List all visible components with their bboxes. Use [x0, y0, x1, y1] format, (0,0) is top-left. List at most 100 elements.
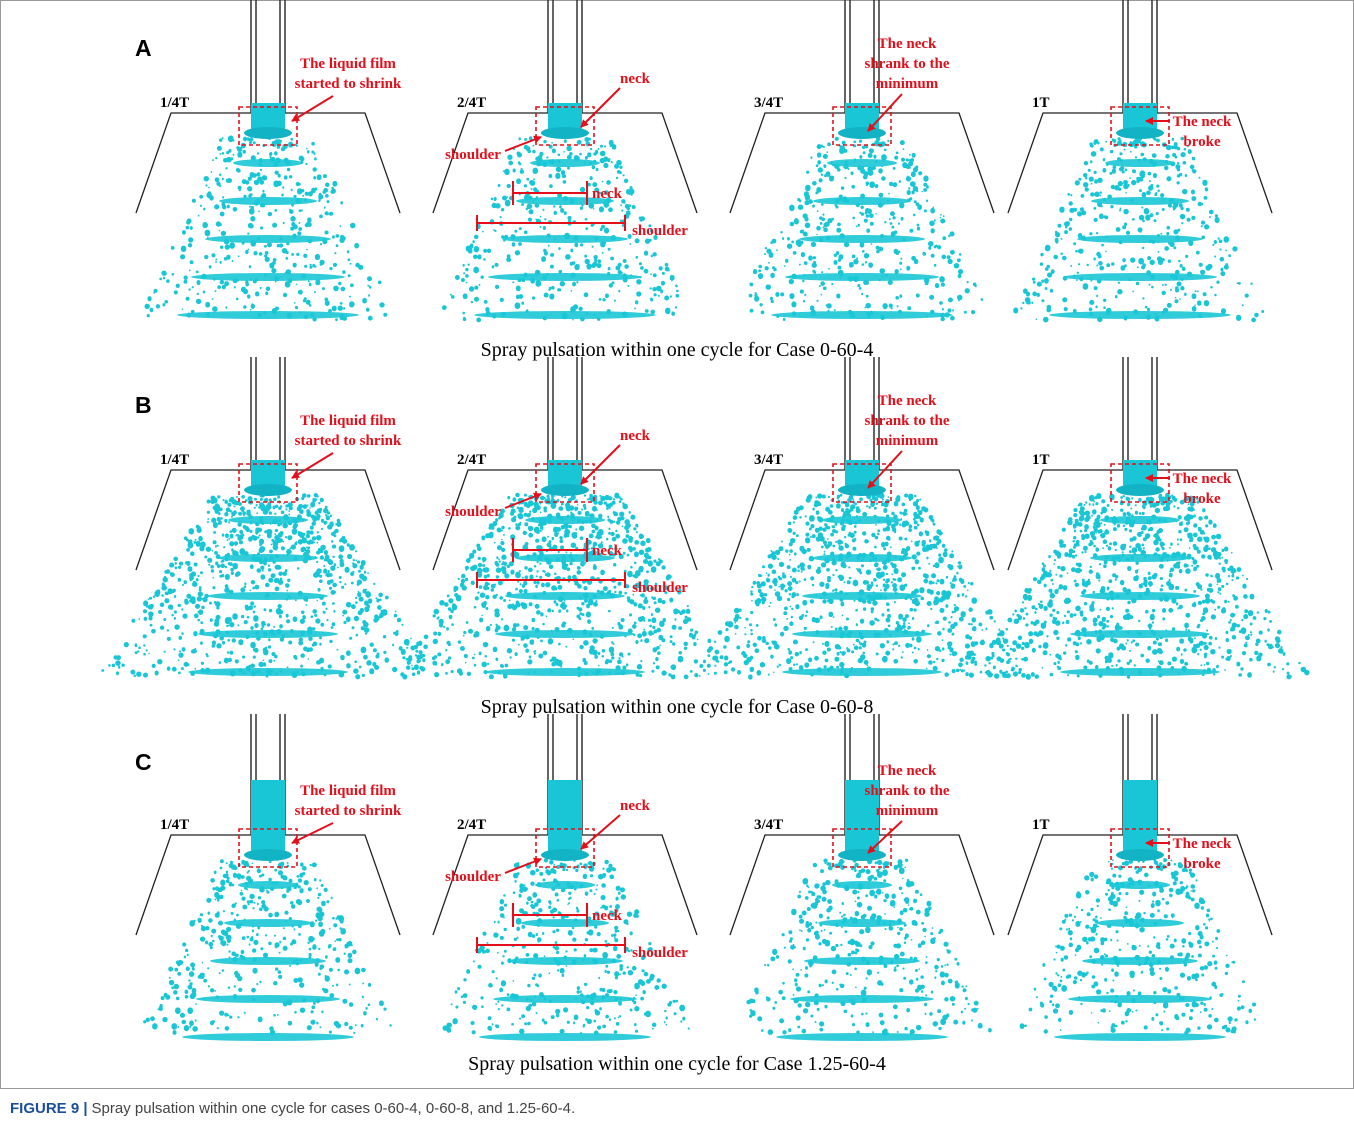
- liquid-ring: [525, 516, 605, 524]
- spray-frame: [136, 714, 400, 1041]
- annotation: shoulder: [632, 580, 688, 596]
- annotation: The liquid film: [300, 783, 396, 799]
- liquid-ring: [474, 311, 656, 319]
- liquid-ring: [1090, 554, 1190, 562]
- liquid-ring: [1105, 159, 1175, 167]
- time-label: 1T: [1032, 95, 1050, 111]
- annotation: shoulder: [445, 869, 501, 885]
- annotation: started to shrink: [295, 803, 402, 819]
- liquid-ring: [771, 311, 953, 319]
- liquid-ring: [802, 592, 922, 600]
- page: FIGURE 9 |Spray pulsation within one cyc…: [0, 0, 1354, 1130]
- liquid-ring: [1100, 516, 1180, 524]
- liquid-ring: [188, 668, 348, 676]
- liquid-ring: [1110, 881, 1170, 889]
- spray-frame: [1008, 0, 1272, 322]
- liquid-ring: [505, 592, 625, 600]
- liquid-neck: [838, 849, 886, 861]
- caption-label: FIGURE 9 |: [10, 1100, 88, 1117]
- liquid-neck: [244, 484, 292, 496]
- annotation: neck: [620, 71, 651, 87]
- time-label: 1/4T: [160, 95, 189, 111]
- liquid-ring: [804, 957, 920, 965]
- spray-frame: [985, 357, 1309, 679]
- annotation: The neck: [1173, 836, 1232, 852]
- liquid-ring: [210, 957, 326, 965]
- liquid-ring: [1077, 235, 1203, 243]
- liquid-ring: [822, 516, 902, 524]
- caption-text: Spray pulsation within one cycle for cas…: [92, 1100, 576, 1117]
- liquid-neck: [1116, 849, 1164, 861]
- panel-title: Spray pulsation within one cycle for Cas…: [468, 1053, 886, 1075]
- spray-frame: [136, 0, 400, 321]
- liquid-neck: [541, 127, 589, 139]
- time-label: 1/4T: [160, 452, 189, 468]
- annotation: The neck: [878, 36, 937, 52]
- liquid-ring: [1049, 311, 1231, 319]
- liquid-ring: [228, 516, 308, 524]
- liquid-ring: [208, 592, 328, 600]
- liquid-neck: [1116, 127, 1164, 139]
- liquid-ring: [502, 235, 628, 243]
- liquid-neck: [838, 484, 886, 496]
- liquid-neck: [244, 127, 292, 139]
- annotation: minimum: [876, 76, 939, 92]
- panel-title: Spray pulsation within one cycle for Cas…: [481, 339, 874, 361]
- annotation: shoulder: [445, 147, 501, 163]
- liquid-ring: [177, 311, 359, 319]
- panel-letter: A: [135, 35, 152, 61]
- annotation: neck: [592, 908, 623, 924]
- liquid-ring: [488, 273, 642, 281]
- arrow: [292, 96, 333, 121]
- annotation: broke: [1183, 491, 1221, 507]
- liquid-ring: [233, 159, 303, 167]
- annotation: broke: [1183, 134, 1221, 150]
- annotation: shoulder: [632, 223, 688, 239]
- time-label: 1/4T: [160, 817, 189, 833]
- time-label: 2/4T: [457, 452, 486, 468]
- annotation: The liquid film: [300, 56, 396, 72]
- liquid-ring: [782, 668, 942, 676]
- liquid-ring: [812, 554, 912, 562]
- time-label: 2/4T: [457, 95, 486, 111]
- annotation: started to shrink: [295, 433, 402, 449]
- panel-letter: C: [135, 749, 152, 775]
- time-label: 1T: [1032, 817, 1050, 833]
- annotation: The neck: [1173, 114, 1232, 130]
- annotation: The neck: [878, 393, 937, 409]
- spray-frame: [730, 0, 994, 321]
- liquid-ring: [827, 159, 897, 167]
- liquid-ring: [1070, 630, 1210, 638]
- annotation: started to shrink: [295, 76, 402, 92]
- annotation: shrank to the: [864, 56, 949, 72]
- liquid-ring: [813, 197, 911, 205]
- figure: FIGURE 9 |Spray pulsation within one cyc…: [0, 0, 1354, 1130]
- liquid-ring: [495, 630, 635, 638]
- liquid-ring: [1096, 919, 1184, 927]
- liquid-ring: [832, 881, 892, 889]
- liquid-ring: [485, 668, 645, 676]
- liquid-ring: [182, 1033, 354, 1041]
- liquid-neck: [244, 849, 292, 861]
- arrow: [581, 815, 620, 849]
- liquid-ring: [1080, 592, 1200, 600]
- liquid-ring: [191, 273, 345, 281]
- liquid-ring: [238, 881, 298, 889]
- time-label: 3/4T: [754, 817, 783, 833]
- liquid-ring: [205, 235, 331, 243]
- liquid-column: [548, 780, 582, 857]
- annotation: minimum: [876, 433, 939, 449]
- liquid-ring: [493, 995, 637, 1003]
- annotation: shrank to the: [864, 783, 949, 799]
- spray-frame: [1008, 714, 1272, 1041]
- time-label: 2/4T: [457, 817, 486, 833]
- liquid-ring: [790, 995, 934, 1003]
- annotation: shrank to the: [864, 413, 949, 429]
- liquid-ring: [218, 554, 318, 562]
- liquid-neck: [541, 849, 589, 861]
- liquid-ring: [799, 235, 925, 243]
- liquid-ring: [1063, 273, 1217, 281]
- liquid-ring: [535, 881, 595, 889]
- liquid-ring: [1082, 957, 1198, 965]
- caption: FIGURE 9 |Spray pulsation within one cyc…: [10, 1100, 575, 1117]
